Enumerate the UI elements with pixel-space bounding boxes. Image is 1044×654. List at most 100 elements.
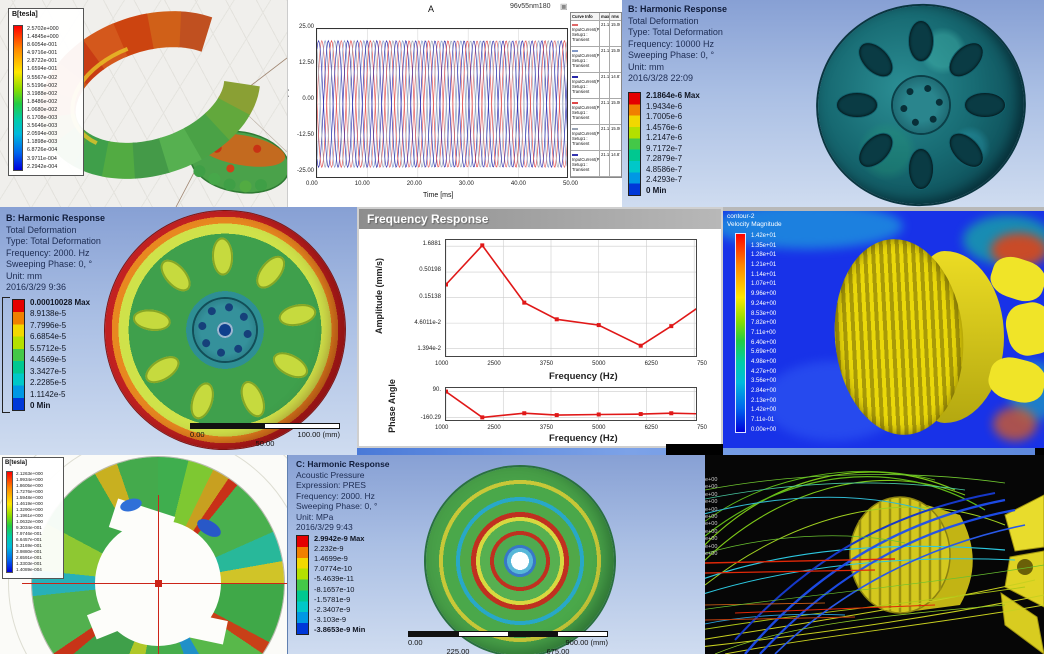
tick: -25.00 xyxy=(296,168,314,174)
deformation-legend: 0.00010028 Max 8.9138e-5 7.7996e-5 6.6854e-… xyxy=(12,298,91,411)
panel-harmonic-10000hz: B: Harmonic Response Total Deformation Typ… xyxy=(622,0,1044,207)
ansys-line: Unit: MPa xyxy=(296,511,334,522)
tick: 0.00 xyxy=(306,181,318,187)
legend-bracket xyxy=(2,297,10,413)
table-cell: 15.0606 xyxy=(611,22,620,28)
p9-v: e+00 xyxy=(705,514,718,521)
p7-v: 2.6591e-001 xyxy=(16,555,42,560)
aleg-v: -8.1657e-10 xyxy=(314,584,355,594)
aleg-v: 1.4699e-9 xyxy=(314,554,348,564)
p1-v: 2.5702e+000 xyxy=(27,26,59,32)
table-cell: InputCurrent(PhaseF)Setup1 : Transient xyxy=(571,151,600,177)
p6-v: 5.69e+00 xyxy=(751,349,777,356)
scale-ruler: 0.00 900.00 (mm) 225.00 675.00 xyxy=(408,631,608,654)
legend-values: 2.1864e-6 Max 1.9434e-6 1.7005e-6 1.4576e-6… xyxy=(646,91,700,196)
panel-harmonic-2000hz: B: Harmonic Response Total Deformation Typ… xyxy=(0,207,357,455)
tick: 1000 xyxy=(435,425,449,431)
tick: 90. xyxy=(432,387,441,393)
crosshair-horizontal xyxy=(22,583,287,584)
aleg-v: 1.2147e-6 xyxy=(646,133,683,143)
black-block xyxy=(666,444,723,455)
table-header: rms xyxy=(611,14,619,19)
aleg-v: -3.103e-9 xyxy=(314,614,347,624)
window-body: Amplitude (mm/s) 1.6881 0.50198 0.15138 4.6… xyxy=(359,229,721,446)
tick: 12.50 xyxy=(298,60,314,66)
p9-v: e+00 xyxy=(705,536,718,543)
ansys-line: Unit: mm xyxy=(628,61,664,72)
p7-v: 1.1961e+000 xyxy=(16,513,43,518)
p6-v: 1.35e+01 xyxy=(751,242,777,249)
p1-v: 6.1708e-003 xyxy=(27,115,58,122)
p6-v: 9.96e+00 xyxy=(751,291,777,298)
p1-v: 1.8486e-002 xyxy=(27,98,58,105)
phase-chart xyxy=(445,387,697,421)
ruler-mid2: 675.00 xyxy=(546,647,570,654)
series-color-dash xyxy=(572,154,578,156)
plot-corner-label: 96v55nm180 xyxy=(510,3,551,10)
legend-values: 0.00010028 Max 8.9138e-5 7.7996e-5 6.6854e-… xyxy=(30,298,91,411)
p6-v: 1.28e+01 xyxy=(751,252,777,259)
tick: 5000 xyxy=(592,425,606,431)
p9-v: e+00 xyxy=(705,521,718,528)
tick: 20.00 xyxy=(406,181,422,187)
aleg-v: 2.232e-9 xyxy=(314,544,344,554)
aleg-v: 7.2879e-7 xyxy=(646,154,683,164)
p1-v: 1.4845e+000 xyxy=(27,34,59,41)
ansys-line: Sweeping Phase: 0, ° xyxy=(296,501,378,511)
legend-colorbar xyxy=(628,92,641,196)
p6-v: 7.11e+00 xyxy=(751,329,776,336)
tick: 40.00 xyxy=(510,181,526,187)
tick: 5000 xyxy=(592,361,606,367)
p7-v: 1.0632e+000 xyxy=(16,519,43,524)
p7-v: 1.9934e+000 xyxy=(16,477,43,482)
table-cell: 14.8750 xyxy=(611,74,620,80)
y-axis-label: Y1 [A] xyxy=(287,88,290,109)
ansys-line: Sweeping Phase: 0, ° xyxy=(6,259,93,269)
amp-x-ticks: 1000 2500 3750 5000 6250 750 xyxy=(435,361,707,367)
legend-title: contour-2 Velocity Magnitude xyxy=(727,213,782,229)
ansys-line: 2016/3/28 22:09 xyxy=(628,73,694,83)
p7-v: 5.3169e-001 xyxy=(16,543,42,548)
ansys-line: Frequency: 2000. Hz xyxy=(296,490,375,501)
series-color-dash xyxy=(572,128,578,130)
amp-x-axis-label: Frequency (Hz) xyxy=(549,371,618,382)
panel-maxwell-rotor: B[tesla] 2.1263e+000 1.9934e+000 1.8605e+0… xyxy=(0,455,287,654)
ansys-line: Frequency: 10000 Hz xyxy=(628,38,715,49)
aleg-v: -5.4639e-11 xyxy=(314,574,354,584)
ansys-line: Type: Total Deformation xyxy=(6,236,101,246)
table-cell: 15.0668 xyxy=(611,48,620,54)
p7-v: 1.3303e-001 xyxy=(16,561,42,566)
aleg-v: 0.00010028 Max xyxy=(30,298,91,307)
p6-v: 4.27e+00 xyxy=(751,368,777,375)
p1-v: 1.0680e-002 xyxy=(27,106,58,113)
tick: 1.394e-2 xyxy=(417,346,441,352)
pin-icon[interactable]: ▣ xyxy=(560,2,568,11)
p1-v: 2.8722e-001 xyxy=(27,58,58,65)
legend-title: B[tesla] xyxy=(12,11,38,18)
strip-end-block xyxy=(1035,448,1044,455)
p6-v: 3.56e+00 xyxy=(751,378,777,385)
ansys-line: Acoustic Pressure xyxy=(296,469,365,480)
window-titlebar[interactable]: Frequency Response xyxy=(359,209,721,229)
p6-v: 0.00e+00 xyxy=(751,426,777,433)
tick: 30.00 xyxy=(458,181,474,187)
tick: 6250 xyxy=(644,361,658,367)
phase-y-ticks: 90. -160.29 xyxy=(401,387,441,421)
p1-v: 3.5646e-003 xyxy=(27,123,58,130)
table-row: InputCurrent(PhaseB)Setup1 : Transient21… xyxy=(571,47,621,74)
result-info: B: Harmonic Response Total Deformation Typ… xyxy=(628,4,727,85)
p6-v: 4.98e+00 xyxy=(751,358,777,365)
aleg-v: 5.5712e-5 xyxy=(30,343,67,353)
p1-v: 1.6594e-001 xyxy=(27,66,58,73)
p9-v: e+00 xyxy=(705,499,718,506)
aleg-v: 8.9138e-5 xyxy=(30,309,67,319)
ansys-line: 2016/3/29 9:43 xyxy=(296,522,353,532)
crosshair-center xyxy=(155,580,162,587)
flywheel-model xyxy=(82,207,357,455)
table-cell: 21.1132 xyxy=(600,151,610,177)
p6-v: 1.14e+01 xyxy=(751,271,777,278)
aleg-v: 1.9434e-6 xyxy=(646,101,683,111)
table-cell: 21.1132 xyxy=(600,73,610,99)
amp-y-axis-label: Amplitude (mm/s) xyxy=(374,257,385,335)
ansys-line: Type: Total Deformation xyxy=(628,27,723,37)
